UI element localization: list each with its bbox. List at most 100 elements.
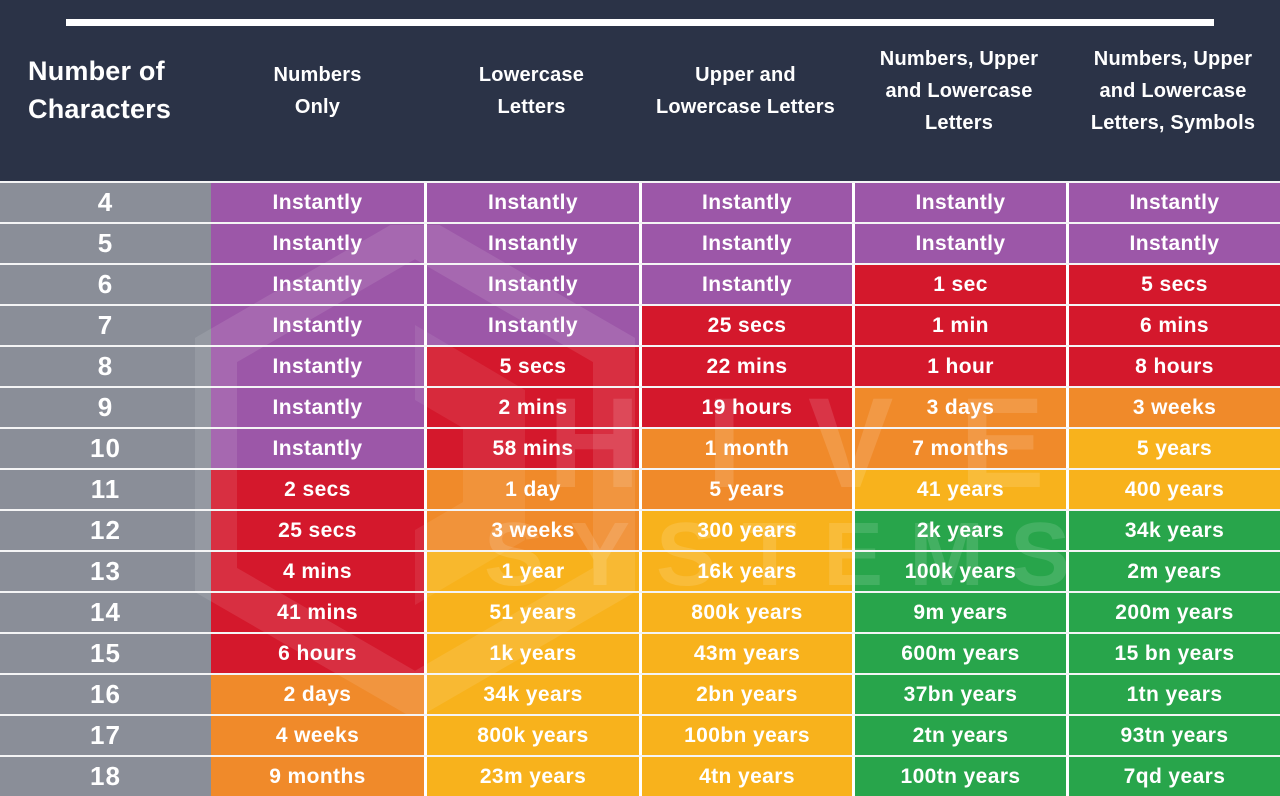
crack-time-cell: Instantly <box>211 429 424 468</box>
crack-time-cell: 4tn years <box>639 757 852 796</box>
row-label-character-count: 15 <box>0 634 211 673</box>
crack-time-cell: 5 secs <box>424 347 639 386</box>
table-row: 18 9 months 23m years 4tn years 100tn years 7… <box>0 755 1280 796</box>
row-label-character-count: 18 <box>0 757 211 796</box>
column-header-lowercase-letters: Lowercase Letters <box>478 63 585 118</box>
crack-time-cell: 43m years <box>639 634 852 673</box>
crack-time-cell: 6 hours <box>211 634 424 673</box>
column-header-number-of-characters: Number of Characters <box>28 55 172 124</box>
crack-time-cell: 300 years <box>639 511 852 550</box>
table-row: 13 4 mins 1 year 16k years 100k years 2m year… <box>0 550 1280 591</box>
crack-time-cell: 1k years <box>424 634 639 673</box>
crack-time-cell: 2k years <box>852 511 1066 550</box>
crack-time-cell: Instantly <box>639 183 852 222</box>
row-label-character-count: 9 <box>0 388 211 427</box>
crack-time-cell: 4 weeks <box>211 716 424 755</box>
crack-time-cell: 41 years <box>852 470 1066 509</box>
row-label-character-count: 16 <box>0 675 211 714</box>
crack-time-cell: 9 months <box>211 757 424 796</box>
crack-time-cell: 1 hour <box>852 347 1066 386</box>
crack-time-cell: 100bn years <box>639 716 852 755</box>
crack-time-cell: 1 min <box>852 306 1066 345</box>
column-header-numbers-upper-lowercase: Numbers, Upper and Lowercase Letters <box>879 47 1039 134</box>
crack-time-cell: Instantly <box>639 265 852 304</box>
row-label-character-count: 6 <box>0 265 211 304</box>
row-label-character-count: 12 <box>0 511 211 550</box>
crack-time-cell: 5 years <box>1066 429 1280 468</box>
crack-time-cell: Instantly <box>424 265 639 304</box>
crack-time-cell: 1 day <box>424 470 639 509</box>
crack-time-cell: 2tn years <box>852 716 1066 755</box>
crack-time-cell: 3 weeks <box>1066 388 1280 427</box>
crack-time-cell: Instantly <box>211 224 424 263</box>
crack-time-cell: 51 years <box>424 593 639 632</box>
crack-time-cell: 34k years <box>424 675 639 714</box>
crack-time-cell: 23m years <box>424 757 639 796</box>
table-row: 14 41 mins 51 years 800k years 9m years 200m … <box>0 591 1280 632</box>
crack-time-cell: Instantly <box>852 224 1066 263</box>
row-label-character-count: 8 <box>0 347 211 386</box>
table-row: 12 25 secs 3 weeks 300 years 2k years 34k yea… <box>0 509 1280 550</box>
crack-time-cell: Instantly <box>1066 224 1280 263</box>
crack-time-cell: 100k years <box>852 552 1066 591</box>
row-label-character-count: 5 <box>0 224 211 263</box>
row-label-character-count: 14 <box>0 593 211 632</box>
row-label-character-count: 13 <box>0 552 211 591</box>
table-row: 17 4 weeks 800k years 100bn years 2tn years 9… <box>0 714 1280 755</box>
crack-time-cell: 2 mins <box>424 388 639 427</box>
crack-time-cell: 1 year <box>424 552 639 591</box>
crack-time-cell: 34k years <box>1066 511 1280 550</box>
crack-time-cell: 25 secs <box>639 306 852 345</box>
table-row: 5 Instantly Instantly Instantly Instantly Ins… <box>0 222 1280 263</box>
table-row: 7 Instantly Instantly 25 secs 1 min 6 mins <box>0 304 1280 345</box>
column-header-upper-lowercase-letters: Upper and Lowercase Letters <box>655 63 836 118</box>
crack-time-cell: 2 secs <box>211 470 424 509</box>
crack-time-cell: 25 secs <box>211 511 424 550</box>
table-row: 6 Instantly Instantly Instantly 1 sec 5 secs <box>0 263 1280 304</box>
crack-time-cell: 800k years <box>424 716 639 755</box>
crack-time-cell: 600m years <box>852 634 1066 673</box>
crack-time-cell: 16k years <box>639 552 852 591</box>
table-row: 15 6 hours 1k years 43m years 600m years 15 b… <box>0 632 1280 673</box>
crack-time-cell: 7 months <box>852 429 1066 468</box>
crack-time-cell: Instantly <box>1066 183 1280 222</box>
crack-time-cell: 3 weeks <box>424 511 639 550</box>
table-row: 16 2 days 34k years 2bn years 37bn years 1tn … <box>0 673 1280 714</box>
crack-time-cell: 2bn years <box>639 675 852 714</box>
crack-time-cell: 6 mins <box>1066 306 1280 345</box>
row-label-character-count: 11 <box>0 470 211 509</box>
crack-time-cell: Instantly <box>211 388 424 427</box>
column-header-numbers-upper-lowercase-symbols: Numbers, Upper and Lowercase Letters, Sy… <box>1090 47 1256 134</box>
table-row: 10 Instantly 58 mins 1 month 7 months 5 years <box>0 427 1280 468</box>
column-header-numbers-only: Numbers Only <box>273 63 362 118</box>
crack-time-cell: Instantly <box>424 183 639 222</box>
crack-time-cell: 22 mins <box>639 347 852 386</box>
crack-time-cell: 37bn years <box>852 675 1066 714</box>
crack-time-cell: 9m years <box>852 593 1066 632</box>
crack-time-cell: 93tn years <box>1066 716 1280 755</box>
crack-time-cell: Instantly <box>211 183 424 222</box>
crack-time-cell: 4 mins <box>211 552 424 591</box>
crack-time-cell: Instantly <box>211 306 424 345</box>
crack-time-cell: 1 sec <box>852 265 1066 304</box>
table-row: 8 Instantly 5 secs 22 mins 1 hour 8 hours <box>0 345 1280 386</box>
crack-time-cell: 5 years <box>639 470 852 509</box>
crack-time-cell: 100tn years <box>852 757 1066 796</box>
row-label-character-count: 10 <box>0 429 211 468</box>
crack-time-cell: 5 secs <box>1066 265 1280 304</box>
crack-time-cell: Instantly <box>211 265 424 304</box>
top-rule <box>66 19 1214 26</box>
row-label-character-count: 17 <box>0 716 211 755</box>
crack-time-cell: 19 hours <box>639 388 852 427</box>
crack-time-cell: 7qd years <box>1066 757 1280 796</box>
table-header: Number of Characters Numbers Only Lowerc… <box>0 0 1280 181</box>
crack-time-cell: 15 bn years <box>1066 634 1280 673</box>
crack-time-cell: 2 days <box>211 675 424 714</box>
crack-time-cell: 8 hours <box>1066 347 1280 386</box>
crack-time-cell: Instantly <box>424 306 639 345</box>
crack-time-cell: 41 mins <box>211 593 424 632</box>
crack-time-cell: Instantly <box>211 347 424 386</box>
crack-time-cell: 1tn years <box>1066 675 1280 714</box>
table-row: 11 2 secs 1 day 5 years 41 years 400 years <box>0 468 1280 509</box>
crack-time-cell: 800k years <box>639 593 852 632</box>
